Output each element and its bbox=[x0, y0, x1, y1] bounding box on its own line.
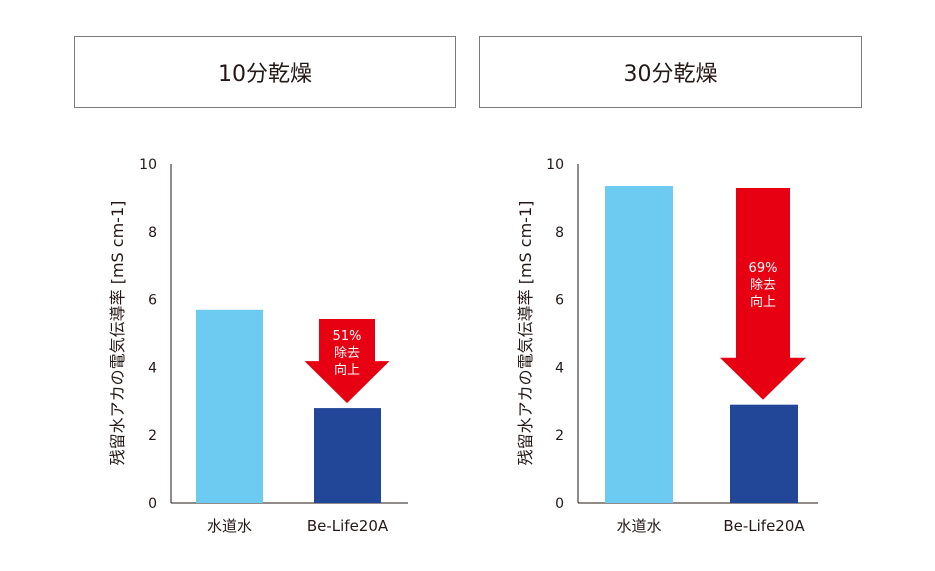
x-tick-label: Be-Life20A bbox=[307, 517, 389, 535]
y-tick-label: 0 bbox=[555, 496, 564, 512]
x-tick-label: 水道水 bbox=[616, 517, 661, 535]
y-tick-label: 10 bbox=[139, 157, 157, 173]
y-tick-label: 10 bbox=[546, 157, 564, 173]
y-tick-label: 2 bbox=[148, 428, 157, 444]
arrow-annotation-text: 除去 bbox=[334, 346, 360, 361]
reduction-arrow bbox=[720, 188, 806, 400]
y-tick-label: 4 bbox=[148, 360, 157, 376]
bar bbox=[196, 309, 263, 503]
y-axis-label: 残留水アカの電気伝導率 [mS cm-1] bbox=[516, 201, 535, 466]
reduction-arrow bbox=[304, 319, 390, 404]
x-tick-label: Be-Life20A bbox=[723, 517, 805, 535]
y-tick-label: 4 bbox=[555, 360, 564, 376]
bar bbox=[730, 404, 798, 503]
panel-title-10min: 10分乾燥 bbox=[74, 36, 456, 108]
y-tick-label: 0 bbox=[148, 496, 157, 512]
panel-title-30min: 30分乾燥 bbox=[479, 36, 862, 108]
x-tick-label: 水道水 bbox=[207, 517, 252, 535]
arrow-annotation-text: 向上 bbox=[750, 294, 776, 310]
y-tick-label: 6 bbox=[148, 293, 157, 309]
y-tick-label: 6 bbox=[555, 293, 564, 309]
arrow-annotation-text: 69% bbox=[749, 261, 778, 276]
arrow-annotation-text: 51% bbox=[333, 329, 362, 344]
bar bbox=[314, 408, 381, 503]
arrow-annotation-text: 除去 bbox=[750, 278, 776, 293]
arrow-annotation-text: 向上 bbox=[334, 362, 360, 378]
y-axis-label: 残留水アカの電気伝導率 [mS cm-1] bbox=[108, 201, 127, 466]
y-tick-label: 8 bbox=[148, 225, 157, 241]
y-tick-label: 2 bbox=[555, 428, 564, 444]
bar bbox=[605, 186, 673, 503]
y-tick-label: 8 bbox=[555, 225, 564, 241]
